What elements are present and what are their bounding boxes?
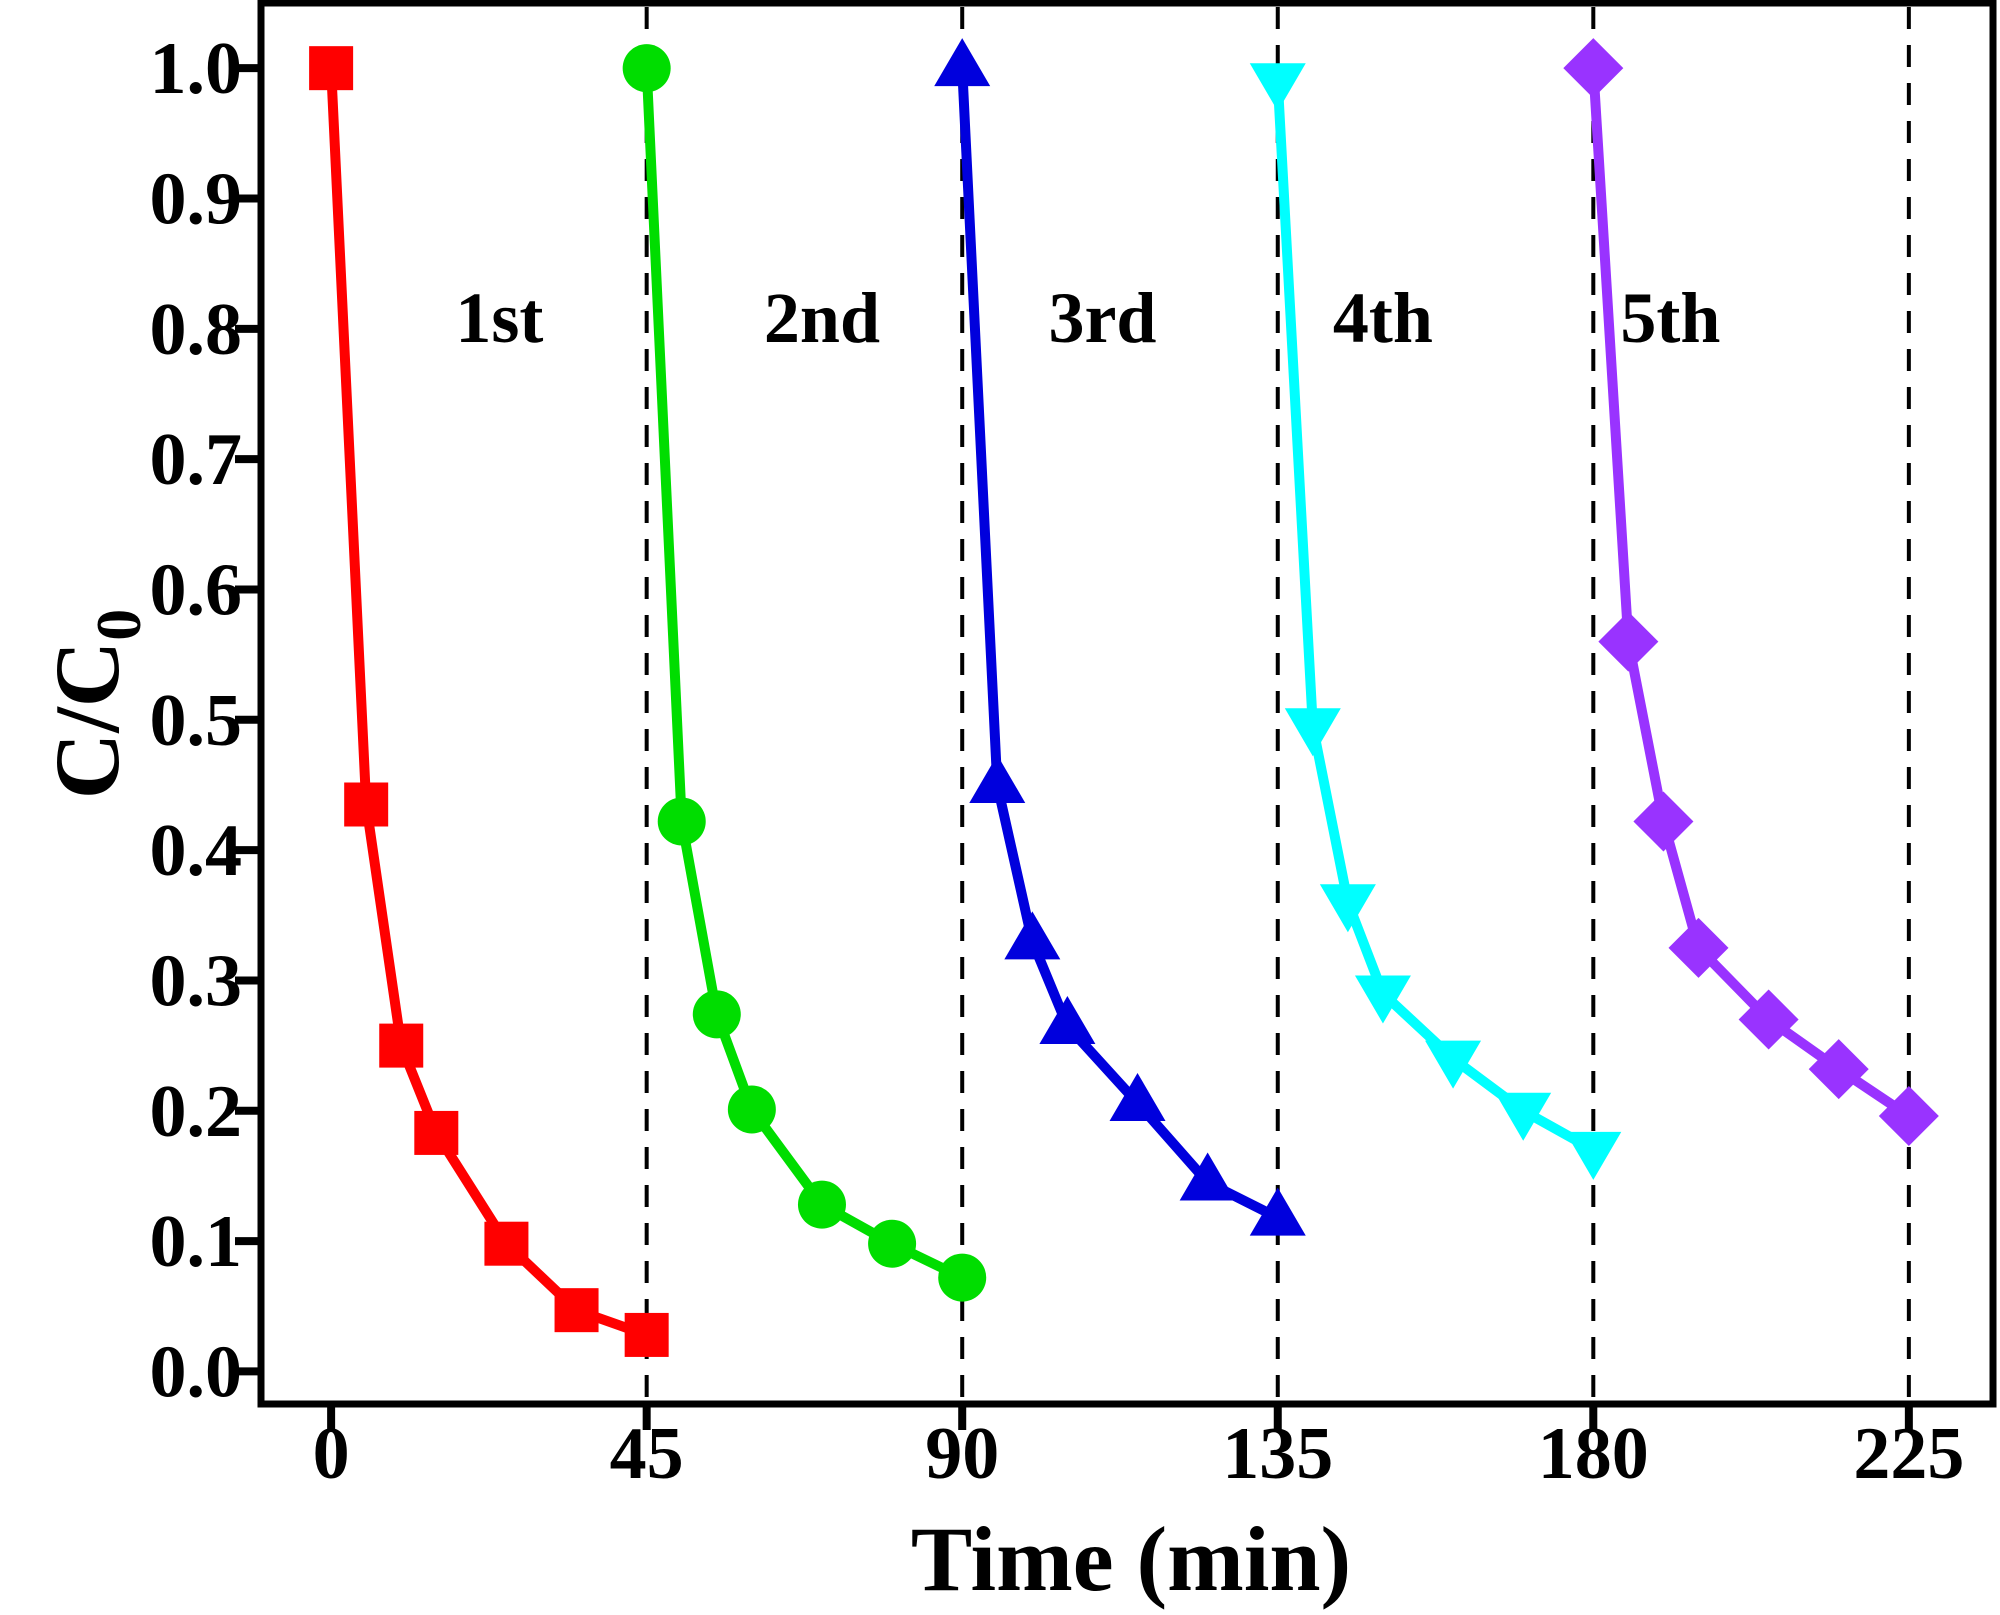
y-tick-label-0: 0.0 [150, 1331, 243, 1413]
series-3rd [934, 38, 1306, 1236]
data-point-2nd-3 [727, 1085, 776, 1134]
y-tick-label-0.3: 0.3 [150, 940, 243, 1022]
series-4th [1249, 63, 1622, 1180]
series-line-3rd [957, 63, 1283, 1223]
data-point-4th-4 [1425, 1040, 1482, 1089]
data-point-1st-0 [309, 46, 354, 91]
cycle-label-1st: 1st [455, 278, 543, 358]
y-tick-label-0.4: 0.4 [150, 810, 243, 892]
data-point-2nd-1 [657, 797, 706, 846]
data-point-2nd-5 [868, 1219, 917, 1268]
series-5th [1563, 38, 1939, 1146]
cycle-label-4th: 4th [1333, 278, 1433, 358]
series-line-4th [1272, 76, 1599, 1155]
data-point-3rd-3 [1039, 996, 1096, 1045]
data-point-4th-5 [1495, 1092, 1552, 1141]
series-2nd [622, 44, 987, 1302]
data-point-3rd-4 [1109, 1072, 1166, 1121]
data-point-3rd-0 [934, 38, 991, 87]
data-point-1st-4 [484, 1221, 529, 1266]
x-tick-label-90: 90 [925, 1413, 999, 1495]
cycle-label-3rd: 3rd [1048, 278, 1156, 358]
data-point-3rd-2 [1004, 911, 1061, 960]
y-tick-label-0.9: 0.9 [150, 158, 243, 240]
y-tick-label-0.7: 0.7 [150, 419, 243, 501]
data-point-5th-5 [1808, 1039, 1869, 1100]
y-tick-label-1: 1.0 [150, 28, 243, 110]
data-point-5th-1 [1598, 611, 1659, 672]
y-tick-label-0.8: 0.8 [150, 289, 243, 371]
data-point-1st-1 [344, 782, 389, 827]
data-point-2nd-0 [622, 44, 671, 93]
data-point-2nd-6 [938, 1253, 987, 1302]
data-point-4th-0 [1249, 63, 1306, 112]
y-tick-label-0.2: 0.2 [150, 1071, 243, 1153]
cycle-label-5th: 5th [1620, 278, 1720, 358]
data-point-1st-5 [554, 1288, 599, 1333]
data-point-5th-0 [1563, 38, 1624, 99]
data-point-1st-2 [379, 1023, 424, 1068]
series-line-1st [326, 63, 652, 1340]
x-tick-label-135: 135 [1222, 1413, 1333, 1495]
y-tick-label-0.5: 0.5 [150, 680, 243, 762]
data-point-1st-6 [624, 1312, 669, 1357]
y-axis-title-subscript: 0 [83, 609, 154, 641]
y-tick-label-0.1: 0.1 [150, 1201, 243, 1283]
y-axis-title: C/C0 [36, 609, 154, 799]
series-line-2nd [641, 63, 968, 1283]
data-point-2nd-4 [797, 1180, 846, 1229]
data-point-4th-3 [1354, 975, 1411, 1024]
x-tick-label-180: 180 [1538, 1413, 1649, 1495]
y-tick-label-0.6: 0.6 [150, 549, 243, 631]
data-point-5th-3 [1668, 917, 1729, 978]
data-point-5th-4 [1738, 989, 1799, 1050]
x-axis-title: Time (min) [911, 1508, 1351, 1610]
data-point-1st-3 [414, 1110, 459, 1155]
data-point-3rd-1 [969, 754, 1026, 803]
data-point-5th-2 [1633, 791, 1694, 852]
data-point-4th-2 [1319, 884, 1376, 933]
x-tick-label-45: 45 [610, 1413, 684, 1495]
x-tick-label-225: 225 [1853, 1413, 1964, 1495]
data-point-4th-1 [1284, 708, 1341, 757]
y-axis-title-main: C/C [36, 641, 138, 799]
x-tick-label-0: 0 [313, 1413, 350, 1495]
data-point-3rd-5 [1179, 1152, 1236, 1201]
series-line-5th [1588, 63, 1914, 1121]
data-point-4th-6 [1565, 1131, 1622, 1180]
data-point-3rd-6 [1249, 1187, 1306, 1236]
plot-frame [257, 0, 1997, 1408]
data-point-5th-6 [1878, 1085, 1939, 1146]
series-1st [309, 46, 669, 1357]
cycle-label-2nd: 2nd [764, 278, 880, 358]
data-point-2nd-2 [692, 990, 741, 1039]
